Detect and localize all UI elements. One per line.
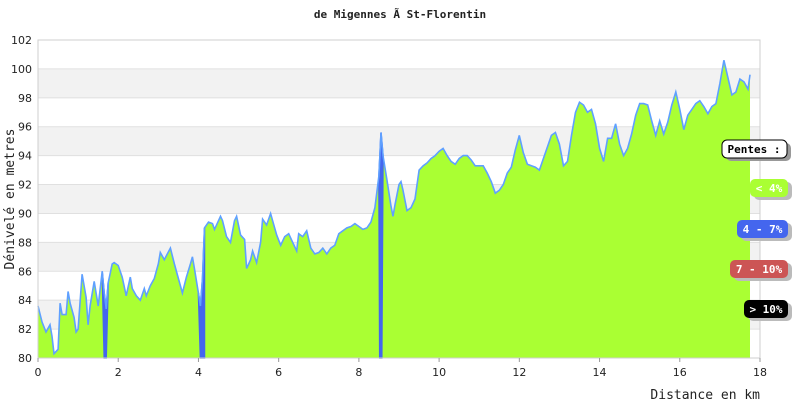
y-tick-label: 80 xyxy=(18,352,32,365)
y-tick-label: 100 xyxy=(11,63,32,76)
grid-band xyxy=(38,68,760,98)
legend-item-swatch xyxy=(730,260,788,278)
profile-area xyxy=(37,60,751,359)
y-tick-label: 96 xyxy=(18,121,32,134)
x-tick-label: 18 xyxy=(753,366,767,379)
legend-title-box xyxy=(721,139,788,159)
x-tick-label: 16 xyxy=(673,366,687,379)
y-tick-label: 94 xyxy=(18,150,32,163)
x-axis-title: Distance en km xyxy=(650,388,760,400)
x-tick-label: 4 xyxy=(195,366,202,379)
elevation-line xyxy=(37,60,751,356)
y-tick-label: 84 xyxy=(18,294,32,307)
y-tick-label: 98 xyxy=(18,92,32,105)
x-tick-label: 14 xyxy=(593,366,607,379)
legend-title: Pentes : xyxy=(728,143,781,156)
legend-item-label: 7 - 10% xyxy=(736,263,783,276)
legend-item-swatch xyxy=(744,300,788,318)
legend-item-label: 4 - 7% xyxy=(743,223,783,236)
x-tick-label: 10 xyxy=(432,366,446,379)
x-tick-label: 0 xyxy=(35,366,42,379)
y-tick-label: 86 xyxy=(18,265,32,278)
y-tick-label: 102 xyxy=(11,34,32,47)
y-tick-label: 90 xyxy=(18,207,32,220)
x-tick-label: 8 xyxy=(355,366,362,379)
x-tick-label: 12 xyxy=(512,366,526,379)
slope-legend: Pentes : < 4% 4 - 7% 7 - 10% > 10% xyxy=(721,139,792,321)
x-tick-label: 6 xyxy=(275,366,282,379)
y-tick-label: 88 xyxy=(18,236,32,249)
legend-item-swatch xyxy=(737,220,788,238)
legend-item-label: < 4% xyxy=(756,182,783,195)
y-tick-label: 82 xyxy=(18,323,32,336)
y-tick-label: 92 xyxy=(18,179,32,192)
y-axis-title: Dénivelé en metres xyxy=(3,129,18,270)
x-tick-label: 2 xyxy=(115,366,122,379)
y-axis-ticks: 80 82 84 86 88 90 92 94 96 98 100 102 xyxy=(11,34,32,365)
chart-title: de Migennes Ã St-Florentin xyxy=(314,8,486,21)
x-axis-ticks: 0 2 4 6 8 10 12 14 16 18 xyxy=(35,358,767,379)
legend-item-swatch xyxy=(750,179,788,197)
legend-item-label: > 10% xyxy=(749,303,782,316)
